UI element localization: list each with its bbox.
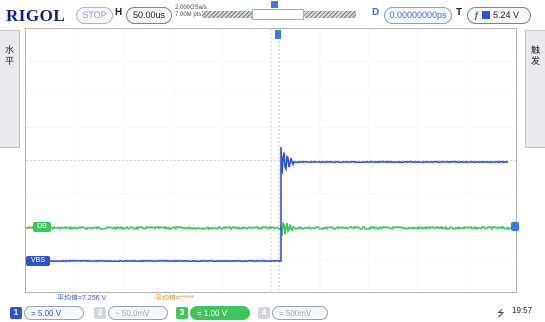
trigger-settings[interactable]: ƒ 5.24 V — [467, 7, 531, 24]
delay-label: D — [372, 7, 380, 18]
channel-1-scale[interactable]: = 5.00 V — [24, 306, 84, 320]
waveform-display[interactable] — [25, 28, 517, 293]
measurement-ch1-mean: 平均值=7.256 V — [57, 295, 107, 302]
run-stop-status[interactable]: STOP — [76, 7, 113, 24]
top-status-bar: RIGOL STOP H 50.00us 2.000GSa/s 7.00M pt… — [0, 0, 545, 28]
sample-rate: 2.000GSa/s — [175, 5, 207, 11]
trigger-label: T — [456, 7, 463, 18]
channel-3-offset-marker[interactable]: DB — [33, 222, 51, 232]
channel-2-button[interactable]: 2 — [94, 307, 106, 319]
channel-4-button[interactable]: 4 — [258, 307, 270, 319]
brand-logo: RIGOL — [6, 6, 66, 25]
horizontal-tab-char-1: 水 — [4, 45, 14, 55]
timebase-value[interactable]: 50.00us — [126, 7, 172, 24]
waveform-canvas — [26, 29, 516, 292]
channel-1-trace — [26, 146, 509, 263]
measurement-mean-2: 平均值=***** — [155, 295, 194, 302]
graticule — [26, 29, 516, 292]
trigger-level-value: 5.24 V — [493, 10, 520, 20]
channel-1-button[interactable]: 1 — [10, 307, 22, 319]
channel-3-button[interactable]: 3 — [176, 307, 188, 319]
horizontal-menu-tab[interactable]: 水 平 — [0, 30, 20, 148]
channel-2-scale[interactable]: ~ 50.0mV — [108, 306, 168, 320]
trigger-delay-value[interactable]: 0.00000000ps — [384, 7, 452, 24]
horizontal-tab-char-2: 平 — [4, 56, 14, 66]
usb-icon: ⭍ — [497, 308, 505, 318]
trigger-position-marker[interactable] — [271, 1, 278, 8]
trigger-source-icon — [482, 11, 491, 20]
horizontal-label: H — [115, 7, 123, 18]
channel-3-trace — [26, 221, 515, 237]
trigger-tab-char-1: 触 — [530, 45, 540, 55]
channel-4-scale[interactable]: = 500mV — [272, 306, 328, 320]
system-clock: 19:57 — [512, 306, 533, 315]
graticule-center — [26, 29, 516, 292]
trigger-menu-tab[interactable]: 触 发 — [525, 30, 545, 148]
channel-1-offset-marker[interactable]: VBS — [26, 256, 50, 266]
rising-edge-icon: ƒ — [474, 10, 480, 20]
memory-view-window[interactable] — [252, 9, 304, 20]
memory-depth: 7.00M pts — [175, 12, 202, 18]
trigger-time-marker[interactable] — [275, 30, 281, 39]
acquisition-info: 2.000GSa/s 7.00M pts — [175, 5, 207, 19]
channel-3-scale[interactable]: = 1.00 V — [190, 306, 250, 320]
trigger-level-marker[interactable] — [511, 222, 519, 231]
trigger-tab-char-2: 发 — [530, 56, 540, 66]
